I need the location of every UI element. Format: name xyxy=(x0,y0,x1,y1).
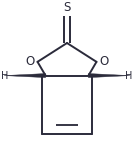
Text: H: H xyxy=(125,71,133,81)
Polygon shape xyxy=(88,74,130,78)
Text: S: S xyxy=(63,1,71,14)
Text: O: O xyxy=(99,55,109,68)
Polygon shape xyxy=(4,74,46,78)
Text: H: H xyxy=(1,71,9,81)
Text: O: O xyxy=(25,55,35,68)
